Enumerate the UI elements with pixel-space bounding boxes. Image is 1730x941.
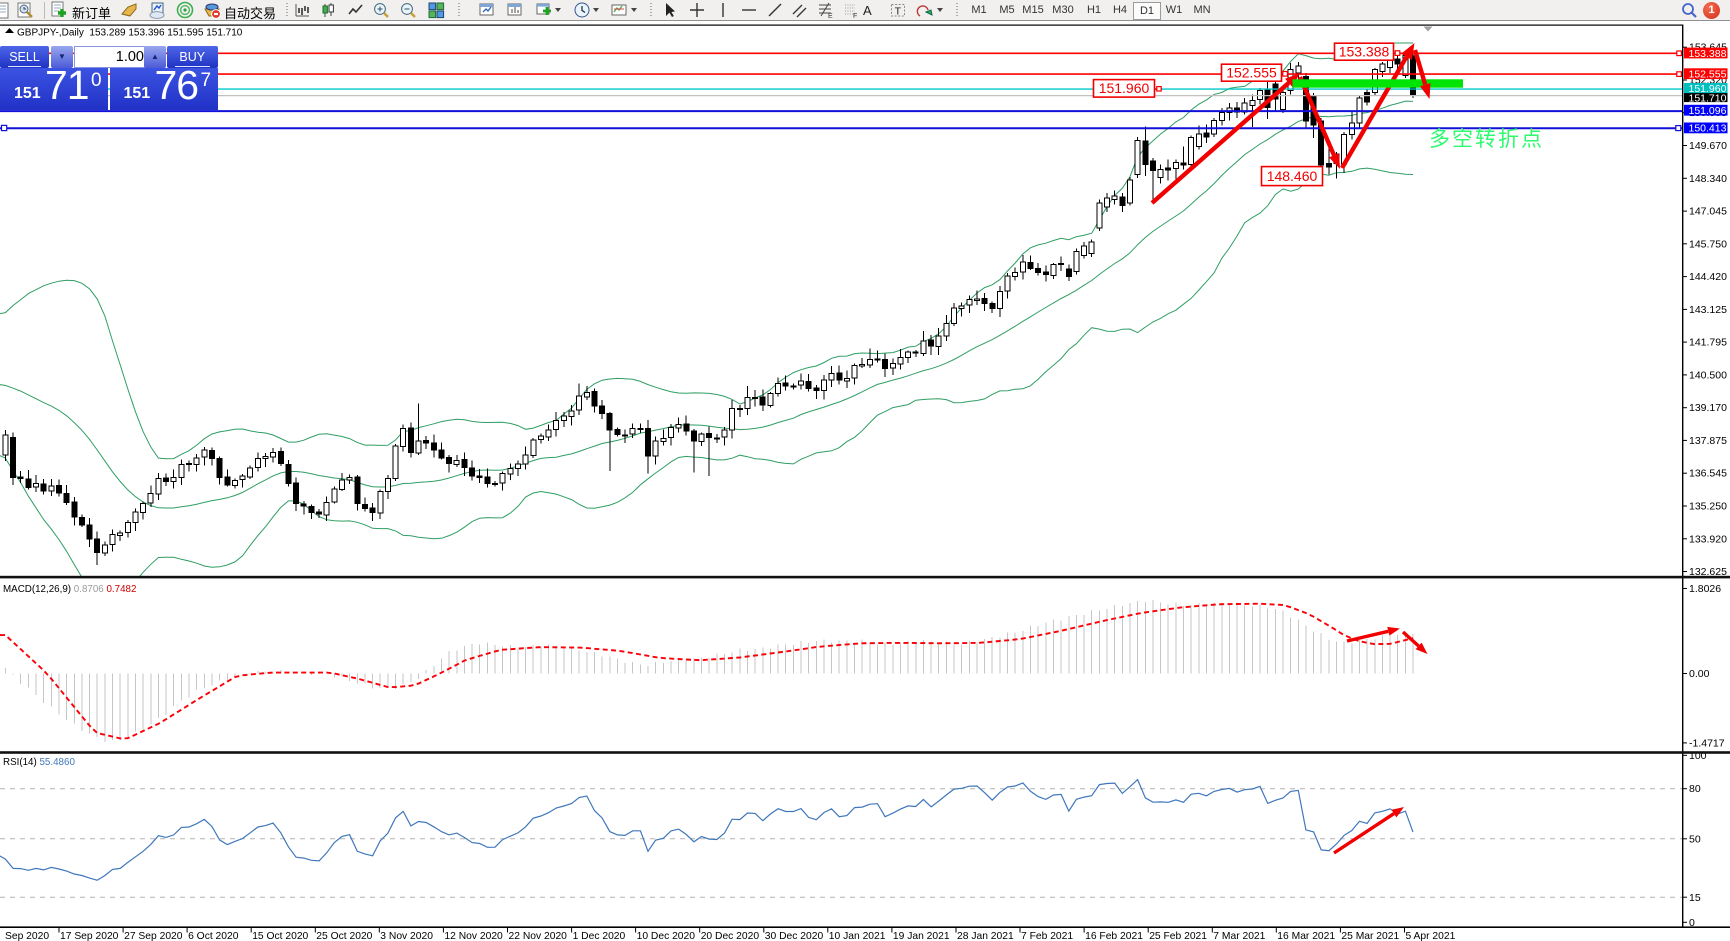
svg-text:151.710: 151.710 xyxy=(1689,92,1727,104)
svg-text:15 Oct 2020: 15 Oct 2020 xyxy=(252,931,308,941)
svg-text:RSI(14) 55.4860: RSI(14) 55.4860 xyxy=(3,757,75,768)
svg-text:5 Apr 2021: 5 Apr 2021 xyxy=(1406,931,1456,941)
svg-text:132.625: 132.625 xyxy=(1689,566,1727,578)
svg-text:143.125: 143.125 xyxy=(1689,304,1727,316)
svg-text:148.460: 148.460 xyxy=(1267,168,1318,184)
svg-text:137.875: 137.875 xyxy=(1689,435,1727,447)
svg-text:MACD(12,26,9) 0.8706 0.7482: MACD(12,26,9) 0.8706 0.7482 xyxy=(3,584,136,595)
svg-text:139.170: 139.170 xyxy=(1689,402,1727,414)
svg-text:10 Jan 2021: 10 Jan 2021 xyxy=(829,931,886,941)
svg-text:12 Nov 2020: 12 Nov 2020 xyxy=(444,931,503,941)
svg-text:1.8026: 1.8026 xyxy=(1689,583,1721,595)
svg-text:6 Oct 2020: 6 Oct 2020 xyxy=(188,931,239,941)
svg-text:50: 50 xyxy=(1689,833,1701,845)
svg-text:Sep 2020: Sep 2020 xyxy=(5,931,49,941)
svg-text:3 Nov 2020: 3 Nov 2020 xyxy=(380,931,433,941)
svg-text:140.500: 140.500 xyxy=(1689,369,1727,381)
svg-text:16 Feb 2021: 16 Feb 2021 xyxy=(1085,931,1143,941)
svg-text:1 Dec 2020: 1 Dec 2020 xyxy=(573,931,626,941)
svg-text:28 Jan 2021: 28 Jan 2021 xyxy=(957,931,1014,941)
svg-text:133.920: 133.920 xyxy=(1689,533,1727,545)
svg-text:多空转折点: 多空转折点 xyxy=(1429,128,1544,151)
svg-text:10 Dec 2020: 10 Dec 2020 xyxy=(637,931,696,941)
svg-text:147.045: 147.045 xyxy=(1689,206,1727,218)
svg-text:16 Mar 2021: 16 Mar 2021 xyxy=(1277,931,1335,941)
svg-text:0.00: 0.00 xyxy=(1689,668,1710,680)
svg-text:27 Sep 2020: 27 Sep 2020 xyxy=(124,931,183,941)
svg-text:25 Feb 2021: 25 Feb 2021 xyxy=(1149,931,1207,941)
svg-text:25 Mar 2021: 25 Mar 2021 xyxy=(1341,931,1399,941)
svg-text:0: 0 xyxy=(1689,917,1695,929)
svg-text:GBPJPY-,Daily 153.289 153.396: GBPJPY-,Daily 153.289 153.396 151.595 15… xyxy=(17,28,243,39)
svg-text:151.096: 151.096 xyxy=(1689,105,1727,117)
svg-text:150.413: 150.413 xyxy=(1689,123,1727,135)
svg-text:E: E xyxy=(828,13,833,20)
svg-text:149.670: 149.670 xyxy=(1689,140,1727,152)
svg-text:30 Dec 2020: 30 Dec 2020 xyxy=(765,931,824,941)
svg-text:25 Oct 2020: 25 Oct 2020 xyxy=(316,931,372,941)
svg-text:22 Nov 2020: 22 Nov 2020 xyxy=(509,931,568,941)
svg-text:153.388: 153.388 xyxy=(1339,43,1390,59)
svg-text:148.340: 148.340 xyxy=(1689,173,1727,185)
svg-text:151.960: 151.960 xyxy=(1099,80,1150,96)
svg-text:-1.4717: -1.4717 xyxy=(1689,737,1725,749)
svg-text:19 Jan 2021: 19 Jan 2021 xyxy=(893,931,950,941)
svg-text:7 Feb 2021: 7 Feb 2021 xyxy=(1021,931,1073,941)
svg-text:152.555: 152.555 xyxy=(1226,64,1277,80)
svg-text:15: 15 xyxy=(1689,892,1701,904)
svg-text:135.250: 135.250 xyxy=(1689,501,1727,513)
svg-text:80: 80 xyxy=(1689,783,1701,795)
svg-text:T: T xyxy=(895,5,902,17)
svg-text:145.750: 145.750 xyxy=(1689,238,1727,250)
svg-text:141.795: 141.795 xyxy=(1689,337,1727,349)
svg-text:17 Sep 2020: 17 Sep 2020 xyxy=(60,931,119,941)
svg-text:151.960: 151.960 xyxy=(1689,83,1727,95)
svg-text:F: F xyxy=(853,13,857,20)
svg-text:136.545: 136.545 xyxy=(1689,468,1727,480)
svg-text:153.388: 153.388 xyxy=(1689,48,1727,60)
svg-text:20 Dec 2020: 20 Dec 2020 xyxy=(701,931,760,941)
svg-text:7 Mar 2021: 7 Mar 2021 xyxy=(1213,931,1265,941)
svg-text:152.555: 152.555 xyxy=(1689,69,1727,81)
svg-text:144.420: 144.420 xyxy=(1689,271,1727,283)
